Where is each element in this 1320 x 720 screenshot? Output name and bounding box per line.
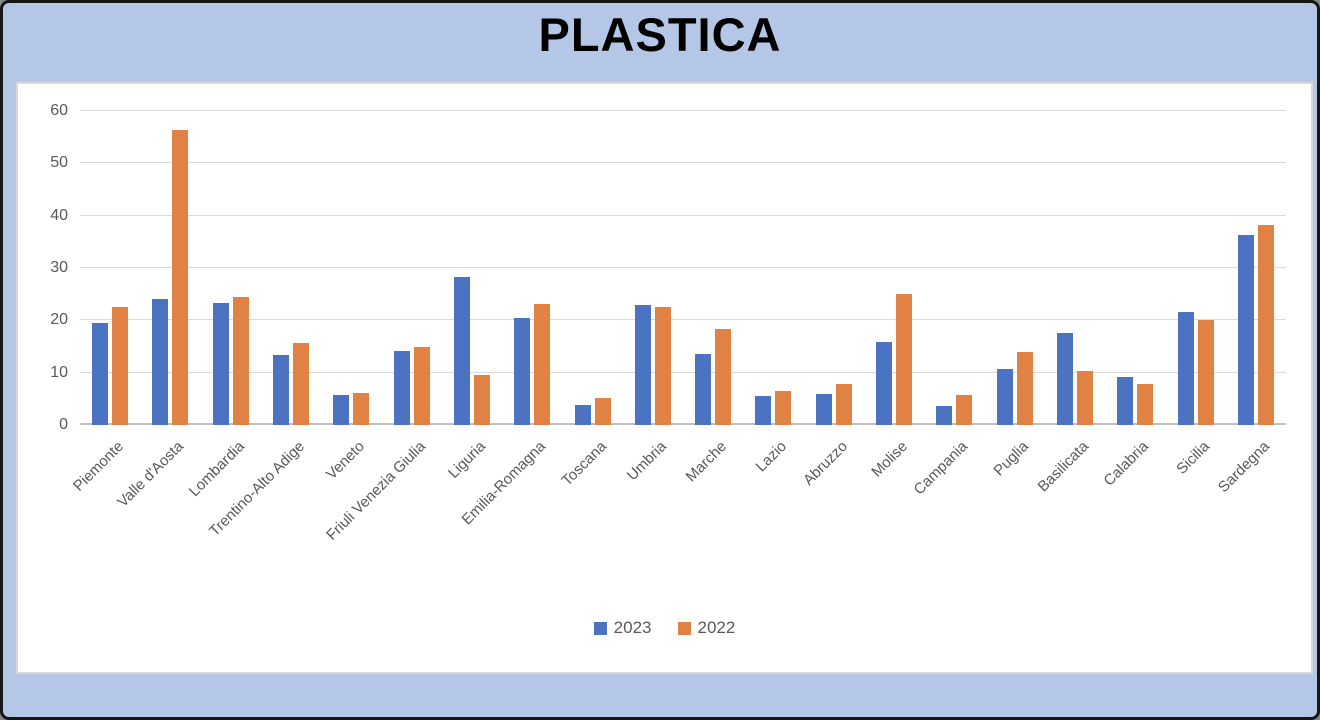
bar-2023-veneto (333, 395, 350, 425)
y-tick-label: 50 (50, 154, 68, 172)
legend-label: 2022 (697, 618, 736, 637)
legend-swatch-2022 (677, 621, 691, 635)
bar-2022-molise (896, 294, 913, 425)
bar-2023-puglia (996, 369, 1013, 425)
bar-2023-molise (876, 342, 893, 425)
bar-2023-umbria (634, 304, 651, 425)
legend-item-2023: 2023 (593, 618, 652, 638)
bar-2022-trentino-alto-adige (293, 343, 310, 425)
bar-2023-emilia-romagna (514, 318, 531, 425)
legend-label: 2023 (613, 618, 652, 637)
bar-2023-liguria (453, 276, 470, 425)
bar-2023-sardegna (1237, 235, 1254, 425)
bar-2022-umbria (654, 306, 671, 425)
legend-item-2022: 2022 (677, 618, 736, 638)
bar-2023-campania (936, 406, 953, 425)
bar-2023-lombardia (212, 303, 229, 425)
bar-2023-toscana (574, 404, 591, 425)
y-tick-label: 30 (50, 259, 68, 276)
y-tick-label: 20 (50, 311, 68, 329)
legend: 2023 2022 (18, 618, 1311, 638)
bar-2022-marche (715, 329, 732, 425)
plot-area (80, 110, 1286, 425)
bar-2022-lombardia (232, 296, 249, 425)
bar-2022-campania (956, 394, 973, 425)
bar-2022-lazio (775, 390, 792, 425)
bar-2023-sicilia (1177, 311, 1194, 425)
bar-2023-marche (695, 353, 712, 425)
y-tick-label: 0 (59, 416, 68, 433)
y-tick-label: 60 (50, 102, 68, 119)
bar-2022-veneto (353, 392, 370, 425)
y-tick-label: 40 (50, 206, 68, 224)
x-axis-line (80, 423, 1286, 425)
bar-2022-valle-d-aosta (172, 130, 189, 425)
bar-2022-emilia-romagna (534, 303, 551, 425)
bar-2023-basilicata (1056, 332, 1073, 425)
bar-2022-puglia (1016, 352, 1033, 425)
chart-title: PLASTICA (538, 8, 782, 61)
bar-2022-piemonte (112, 307, 129, 425)
gridline (80, 110, 1286, 111)
bar-2022-sicilia (1197, 320, 1214, 425)
bar-2022-sardegna (1257, 224, 1274, 425)
gridline (80, 319, 1286, 321)
bar-2023-trentino-alto-adige (273, 354, 290, 425)
plot-container: 0 10 20 30 40 50 60 Piemonte Valle d'Aosta Lomba… (16, 82, 1313, 674)
gridline (80, 371, 1286, 373)
bar-2022-abruzzo (835, 384, 852, 425)
bar-2022-basilicata (1076, 371, 1093, 425)
bar-2022-friuli-venezia-giulia (413, 346, 430, 425)
y-tick-label: 10 (50, 363, 68, 381)
bar-2023-lazio (755, 395, 772, 425)
bar-2023-piemonte (92, 323, 109, 425)
gridline (80, 214, 1286, 216)
legend-swatch-2023 (593, 621, 607, 635)
bar-2022-liguria (473, 374, 490, 425)
gridline (80, 162, 1286, 164)
gridline (80, 267, 1286, 268)
bar-2022-toscana (594, 397, 611, 425)
bar-2023-abruzzo (815, 393, 832, 425)
bar-2023-valle-d-aosta (152, 298, 169, 425)
bar-2023-friuli-venezia-giulia (393, 350, 410, 425)
bar-2022-calabria (1137, 383, 1154, 425)
bar-2023-calabria (1117, 376, 1134, 425)
